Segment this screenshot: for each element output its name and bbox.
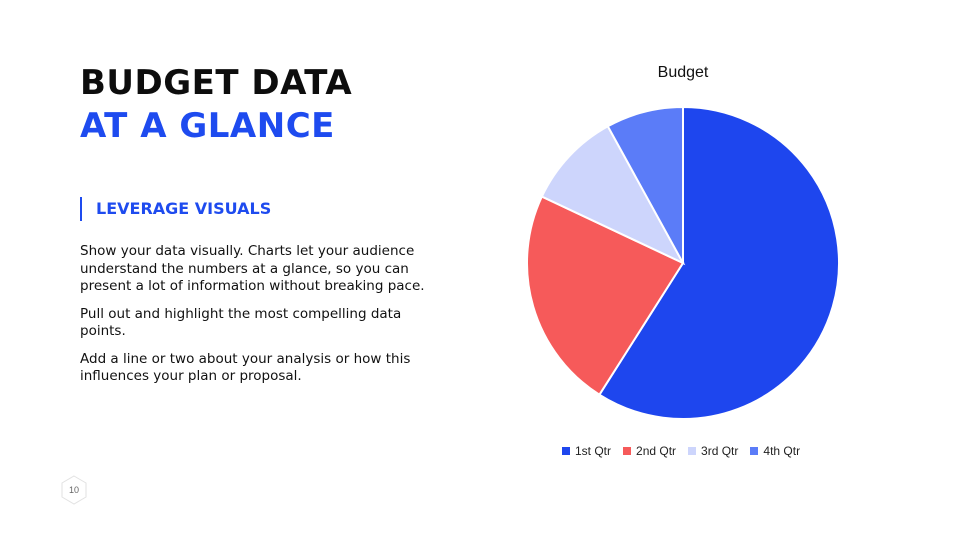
legend-label: 4th Qtr <box>763 444 801 458</box>
paragraph-3: Add a line or two about your analysis or… <box>80 350 411 385</box>
paragraph-1: Show your data visually. Charts let your… <box>80 243 425 294</box>
pie-slice-4th-qtr <box>606 105 684 264</box>
title-line-2: AT A GLANCE <box>80 106 335 146</box>
legend-item: 2nd Qtr <box>623 444 676 458</box>
pie-slice-2nd-qtr <box>526 195 685 397</box>
chart-title: Budget <box>657 64 709 81</box>
legend-item: 4th Qtr <box>750 444 800 458</box>
paragraph-2: Pull out and highlight the most compelli… <box>80 305 402 340</box>
legend-swatch <box>750 447 759 455</box>
legend-item: 1st Qtr <box>562 444 611 458</box>
legend-swatch <box>562 447 570 455</box>
pie-slice-3rd-qtr <box>540 124 686 266</box>
legend-swatch <box>688 447 697 455</box>
subheading: LEVERAGE VISUALS <box>80 197 271 221</box>
legend-label: 2nd Qtr <box>636 444 677 458</box>
slide-title: BUDGET DATA AT A GLANCE <box>80 62 352 148</box>
title-line-1: BUDGET DATA <box>80 63 353 103</box>
page-number: 10 <box>68 485 79 495</box>
page-number-badge: 10 <box>59 475 89 505</box>
chart-legend: 1st Qtr 2nd Qtr 3rd Qtr 4th Qtr <box>562 444 800 458</box>
legend-swatch <box>623 447 632 455</box>
legend-label: 3rd Qtr <box>701 444 739 458</box>
legend-item: 3rd Qtr <box>688 444 738 458</box>
hexagon-icon <box>61 475 87 505</box>
pie-chart <box>526 105 840 420</box>
legend-label: 1st Qtr <box>575 444 612 458</box>
body-text: Show your data visually. Charts let your… <box>80 243 440 396</box>
pie-slice-1st-qtr <box>598 105 840 420</box>
